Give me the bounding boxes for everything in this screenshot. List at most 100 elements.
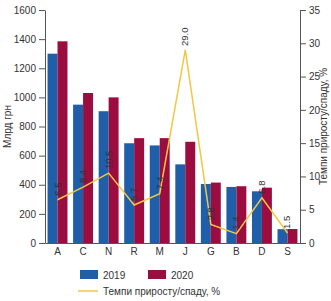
tick-label: 600 bbox=[19, 150, 36, 161]
tick: D bbox=[258, 246, 265, 257]
tick-mark bbox=[39, 243, 45, 244]
data-label: 10.5 bbox=[103, 151, 114, 170]
data-label: 2.8 bbox=[205, 207, 216, 220]
tick: 30 bbox=[300, 38, 321, 49]
tick-mark bbox=[300, 43, 306, 44]
tick-label: A bbox=[54, 246, 61, 257]
tick-label: 1600 bbox=[14, 5, 37, 16]
bar bbox=[58, 41, 68, 243]
legend-swatch bbox=[80, 270, 98, 279]
tick-label: C bbox=[79, 246, 86, 257]
tick: 1400 bbox=[14, 34, 45, 45]
data-label: 8.4 bbox=[77, 170, 88, 183]
tick: 400 bbox=[19, 179, 45, 190]
y-axis: 0 200 400 600 800 1000 1200 1400 1600 bbox=[14, 5, 46, 249]
tick-mark bbox=[39, 97, 45, 98]
data-label: 6.5 bbox=[52, 183, 63, 196]
data-labels: 6.5 8.4 10.5 5.7 7.4 29.0 2.8 1.4 6.8 1.5 bbox=[52, 27, 293, 229]
data-label: 1.5 bbox=[281, 216, 292, 229]
tick-label: 1200 bbox=[14, 63, 37, 74]
bar bbox=[236, 186, 246, 243]
axis-line bbox=[46, 243, 301, 244]
tick-label: 0 bbox=[309, 238, 315, 249]
tick: C bbox=[79, 246, 86, 257]
tick: 1200 bbox=[14, 63, 45, 74]
data-label: 7.4 bbox=[154, 177, 165, 190]
tick: 800 bbox=[19, 121, 45, 132]
data-label: 1.4 bbox=[230, 216, 241, 229]
tick-label: 5 bbox=[309, 204, 315, 215]
tick-label: R bbox=[131, 246, 138, 257]
tick: 35 bbox=[300, 5, 321, 16]
tick: 0 bbox=[30, 238, 45, 249]
legend-label: Темпи приросту/спаду, % bbox=[103, 286, 220, 297]
tick-label: G bbox=[207, 246, 215, 257]
tick-label: 1000 bbox=[14, 92, 37, 103]
tick-mark bbox=[300, 10, 306, 11]
tick-label: N bbox=[105, 246, 112, 257]
axis-line bbox=[45, 11, 46, 244]
tick-label: B bbox=[233, 246, 240, 257]
x-axis: ACNRMJGBDS bbox=[46, 244, 301, 258]
tick-label: 1400 bbox=[14, 34, 37, 45]
bar bbox=[185, 142, 195, 243]
tick-mark bbox=[39, 214, 45, 215]
tick-mark bbox=[300, 143, 306, 144]
tick-mark bbox=[300, 210, 306, 211]
tick-label: 35 bbox=[309, 5, 321, 16]
legend-swatch bbox=[148, 270, 166, 279]
tick-label: 200 bbox=[19, 209, 36, 220]
tick-label: 400 bbox=[19, 179, 36, 190]
bar bbox=[287, 229, 297, 243]
bar bbox=[262, 188, 272, 243]
y-axis-title: Млрд грн bbox=[2, 105, 13, 148]
legend-swatch bbox=[78, 290, 98, 292]
tick: N bbox=[105, 246, 112, 257]
tick-label: M bbox=[156, 246, 164, 257]
tick-mark bbox=[39, 127, 45, 128]
tick: 0 bbox=[300, 238, 315, 249]
data-label: 29.0 bbox=[179, 27, 190, 46]
tick-label: J bbox=[183, 246, 188, 257]
line bbox=[58, 50, 288, 234]
tick: M bbox=[156, 246, 164, 257]
bar-series bbox=[58, 41, 298, 243]
data-label: 5.7 bbox=[128, 188, 139, 201]
tick: B bbox=[233, 246, 240, 257]
bar bbox=[175, 164, 185, 243]
chart: 6.5 8.4 10.5 5.7 7.4 29.0 2.8 1.4 6.8 1.5 0 200 400 6… bbox=[0, 0, 331, 301]
tick: G bbox=[207, 246, 215, 257]
tick-label: 30 bbox=[309, 38, 321, 49]
tick: 1600 bbox=[14, 5, 45, 16]
tick-label: 800 bbox=[19, 121, 36, 132]
tick-mark bbox=[300, 176, 306, 177]
tick-mark bbox=[39, 10, 45, 11]
tick-label: 0 bbox=[30, 238, 36, 249]
tick: 5 bbox=[300, 204, 315, 215]
tick-mark bbox=[300, 110, 306, 111]
data-label: 6.8 bbox=[256, 181, 267, 194]
tick: J bbox=[183, 246, 188, 257]
tick-mark bbox=[39, 39, 45, 40]
bar bbox=[83, 93, 93, 243]
tick-mark bbox=[39, 68, 45, 69]
tick: S bbox=[284, 246, 291, 257]
plot-marks bbox=[48, 41, 298, 243]
bar bbox=[109, 97, 119, 243]
tick: 600 bbox=[19, 150, 45, 161]
tick-label: S bbox=[284, 246, 291, 257]
tick: A bbox=[54, 246, 61, 257]
tick-mark bbox=[300, 77, 306, 78]
tick: R bbox=[131, 246, 138, 257]
tick: 1000 bbox=[14, 92, 45, 103]
axis-line bbox=[300, 11, 301, 244]
tick-mark bbox=[39, 156, 45, 157]
legend: 2019 2020 Темпи приросту/спаду, % bbox=[78, 270, 220, 297]
bar bbox=[226, 187, 236, 243]
tick: 200 bbox=[19, 209, 45, 220]
tick-mark bbox=[39, 185, 45, 186]
y2-axis-title: Темпи приросту/спаду, % bbox=[318, 68, 329, 185]
legend-label: 2020 bbox=[171, 270, 194, 281]
tick-label: D bbox=[258, 246, 265, 257]
legend-label: 2019 bbox=[103, 270, 126, 281]
